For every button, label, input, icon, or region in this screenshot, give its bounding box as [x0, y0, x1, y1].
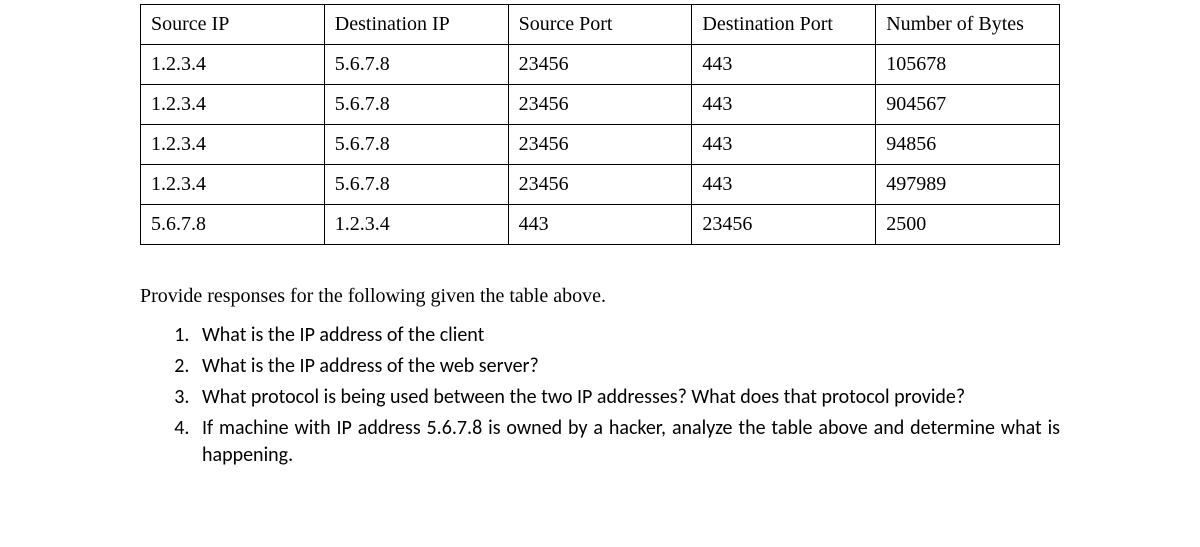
col-destination-ip: Destination IP	[324, 5, 508, 45]
col-destination-port: Destination Port	[692, 5, 876, 45]
cell: 5.6.7.8	[141, 205, 325, 245]
table-row: 5.6.7.8 1.2.3.4 443 23456 2500	[141, 205, 1060, 245]
col-source-port: Source Port	[508, 5, 692, 45]
prompt-text: Provide responses for the following give…	[140, 285, 1060, 308]
cell: 23456	[508, 125, 692, 165]
cell: 2500	[876, 205, 1060, 245]
cell: 1.2.3.4	[324, 205, 508, 245]
cell: 5.6.7.8	[324, 45, 508, 85]
cell: 94856	[876, 125, 1060, 165]
cell: 23456	[508, 165, 692, 205]
cell: 443	[692, 45, 876, 85]
question-item: What protocol is being used between the …	[194, 384, 1060, 411]
question-item: What is the IP address of the client	[194, 322, 1060, 349]
cell: 5.6.7.8	[324, 85, 508, 125]
cell: 1.2.3.4	[141, 165, 325, 205]
table-row: 1.2.3.4 5.6.7.8 23456 443 497989	[141, 165, 1060, 205]
table-row: 1.2.3.4 5.6.7.8 23456 443 94856	[141, 125, 1060, 165]
cell: 23456	[508, 45, 692, 85]
table-header-row: Source IP Destination IP Source Port Des…	[141, 5, 1060, 45]
question-item: What is the IP address of the web server…	[194, 353, 1060, 380]
cell: 5.6.7.8	[324, 165, 508, 205]
cell: 1.2.3.4	[141, 85, 325, 125]
question-list: What is the IP address of the client Wha…	[140, 322, 1060, 469]
cell: 1.2.3.4	[141, 125, 325, 165]
cell: 443	[692, 85, 876, 125]
cell: 5.6.7.8	[324, 125, 508, 165]
cell: 443	[508, 205, 692, 245]
cell: 904567	[876, 85, 1060, 125]
cell: 105678	[876, 45, 1060, 85]
question-item: If machine with IP address 5.6.7.8 is ow…	[194, 415, 1060, 469]
table-row: 1.2.3.4 5.6.7.8 23456 443 904567	[141, 85, 1060, 125]
col-source-ip: Source IP	[141, 5, 325, 45]
table-row: 1.2.3.4 5.6.7.8 23456 443 105678	[141, 45, 1060, 85]
cell: 23456	[692, 205, 876, 245]
cell: 23456	[508, 85, 692, 125]
cell: 497989	[876, 165, 1060, 205]
cell: 443	[692, 125, 876, 165]
netflow-table: Source IP Destination IP Source Port Des…	[140, 4, 1060, 245]
document-page: Source IP Destination IP Source Port Des…	[0, 4, 1200, 503]
cell: 1.2.3.4	[141, 45, 325, 85]
cell: 443	[692, 165, 876, 205]
col-number-bytes: Number of Bytes	[876, 5, 1060, 45]
